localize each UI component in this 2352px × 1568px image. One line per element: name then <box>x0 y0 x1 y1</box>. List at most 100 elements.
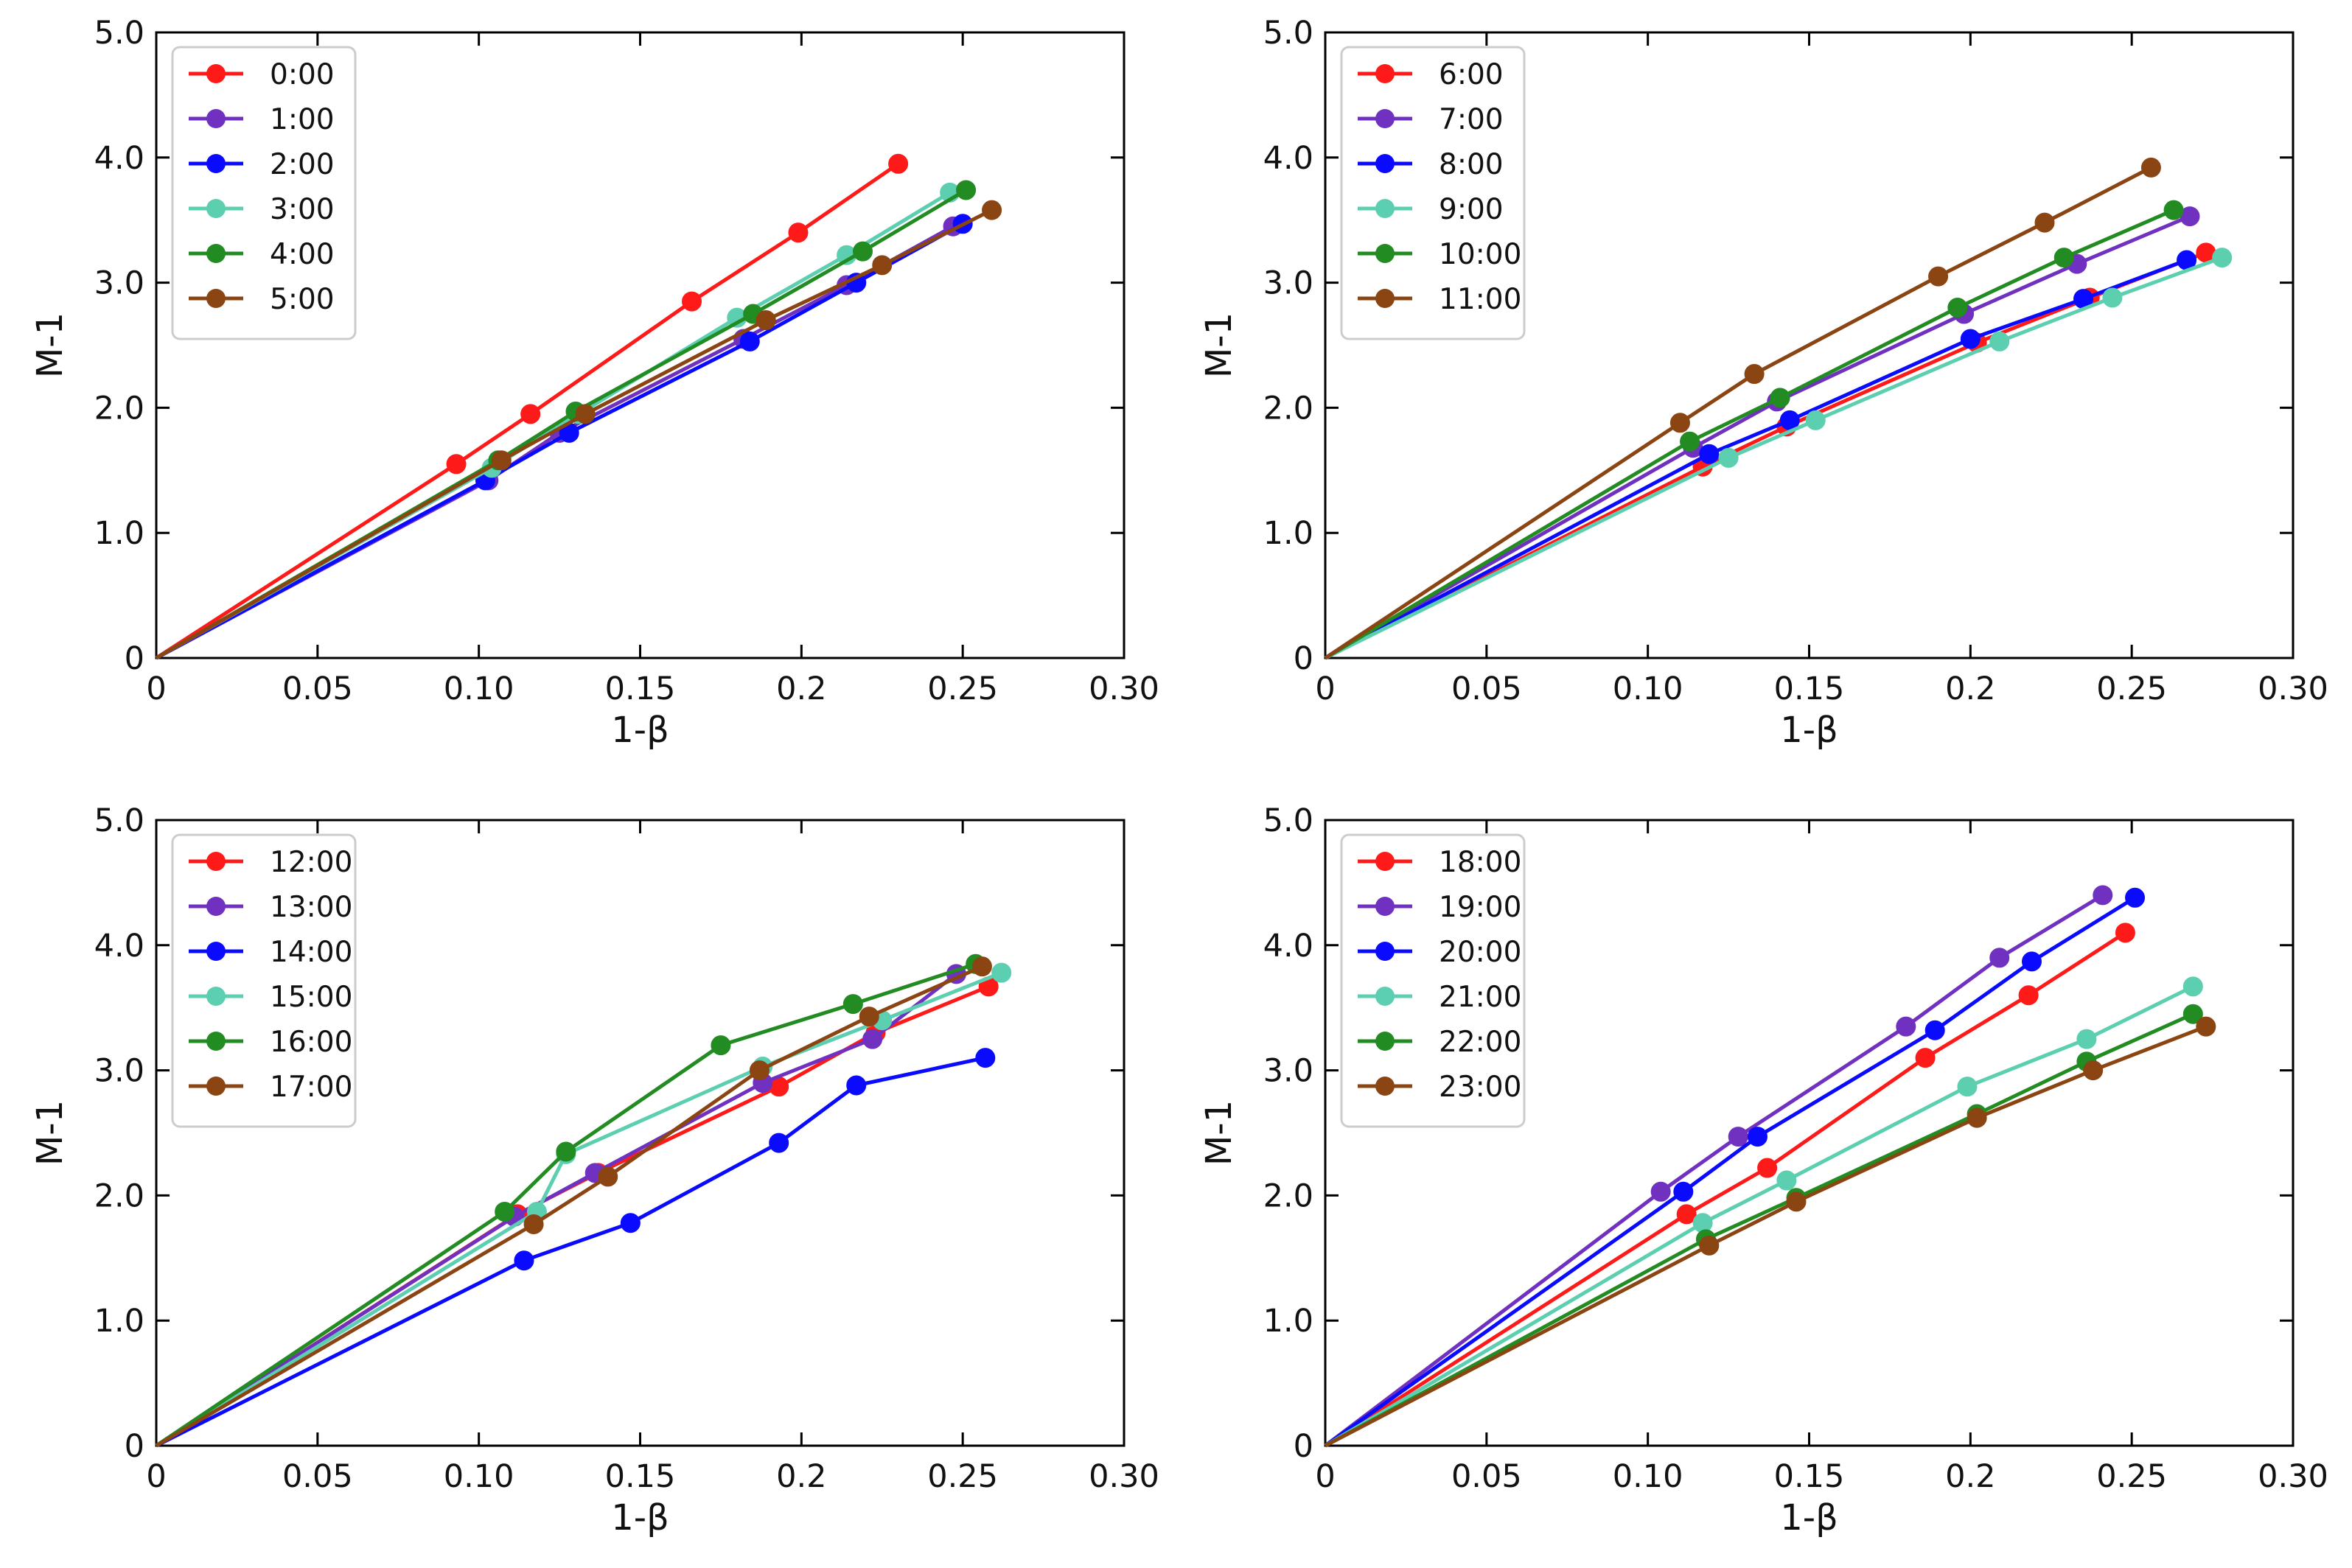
y-axis-label: M-1 <box>1198 312 1240 378</box>
data-point <box>491 450 512 471</box>
legend-marker <box>206 852 226 871</box>
legend-label: 6:00 <box>1439 58 1504 91</box>
data-point <box>872 255 893 276</box>
series-line <box>1324 258 2188 660</box>
chart-panel-3: 0 0.05 0.10 0.15 0.2 0.25 0.30 0 1.0 2.0 3.0 4.0 5.0… <box>29 802 1159 1539</box>
x-tick-label: 0 <box>146 1458 166 1495</box>
series-line <box>1324 896 2136 1448</box>
data-point <box>446 454 467 475</box>
x-tick-label: 0.15 <box>1774 1458 1845 1495</box>
y-axis-label: M-1 <box>29 312 71 378</box>
legend-marker <box>206 1077 226 1096</box>
legend-label: 4:00 <box>270 238 335 271</box>
legend-marker <box>206 109 226 128</box>
y-tick-label: 0 <box>1294 1428 1313 1465</box>
legend-marker <box>1375 289 1395 308</box>
data-point <box>1747 1127 1768 1147</box>
legend-label: 3:00 <box>270 193 335 226</box>
legend-label: 5:00 <box>270 283 335 316</box>
data-point <box>1786 1191 1807 1212</box>
x-tick-label: 0.05 <box>282 1458 353 1495</box>
y-tick-label: 3.0 <box>94 265 144 302</box>
data-point <box>1896 1016 1916 1037</box>
series-18:00 <box>1324 923 2135 1448</box>
legend-marker <box>206 987 226 1006</box>
legend-marker <box>1375 942 1395 961</box>
y-tick-label: 1.0 <box>1263 515 1313 552</box>
legend-marker <box>1375 109 1395 128</box>
y-tick-label: 1.0 <box>1263 1303 1313 1340</box>
x-tick-label: 0.30 <box>1089 1458 1159 1495</box>
data-point <box>1915 1048 1936 1068</box>
data-point <box>2018 985 2039 1006</box>
series-line <box>1324 1024 2207 1448</box>
series-20:00 <box>1324 887 2146 1448</box>
data-point <box>859 1007 879 1027</box>
data-point <box>991 962 1012 983</box>
x-tick-label: 0.25 <box>2096 1458 2167 1495</box>
data-point <box>495 1201 515 1222</box>
x-tick-label: 0.10 <box>1613 1458 1683 1495</box>
x-tick-label: 0.05 <box>282 671 353 707</box>
series-8:00 <box>1324 250 2197 660</box>
x-tick-label: 0.2 <box>776 671 826 707</box>
legend-marker <box>1375 64 1395 83</box>
legend-label: 12:00 <box>270 846 352 879</box>
x-tick-label: 0.25 <box>927 1458 998 1495</box>
legend: 6:00 7:00 8:00 9:00 10:00 11:00 <box>1340 46 1526 340</box>
y-tick-label: 3.0 <box>1263 265 1313 302</box>
legend-label: 21:00 <box>1439 981 1521 1014</box>
x-tick-label: 0.2 <box>776 1458 826 1495</box>
data-point <box>1776 1170 1797 1191</box>
data-point <box>1928 266 1949 287</box>
y-tick-label: 5.0 <box>94 802 144 839</box>
series-line <box>1324 256 2223 660</box>
series-line <box>1324 166 2152 660</box>
data-point <box>575 404 596 424</box>
legend-marker <box>1375 1032 1395 1051</box>
legend-marker <box>206 897 226 916</box>
legend-label: 23:00 <box>1439 1071 1521 1104</box>
data-point <box>2212 248 2233 268</box>
data-point <box>2102 287 2123 308</box>
legend-marker <box>206 199 226 218</box>
data-point <box>1699 444 1720 464</box>
y-tick-label: 4.0 <box>94 928 144 965</box>
legend-marker <box>206 942 226 961</box>
data-point <box>1989 948 2010 968</box>
legend-marker <box>1375 852 1395 871</box>
legend-label: 2:00 <box>270 148 335 181</box>
legend-marker <box>1375 987 1395 1006</box>
x-tick-label: 0.15 <box>605 1458 676 1495</box>
x-tick-label: 0.10 <box>444 1458 514 1495</box>
legend-label: 7:00 <box>1439 103 1504 136</box>
x-tick-label: 0.10 <box>444 671 514 707</box>
data-point <box>1957 1077 1978 1097</box>
legend-label: 19:00 <box>1439 891 1521 924</box>
series-17:00 <box>155 956 992 1448</box>
data-point <box>739 331 760 351</box>
x-tick-label: 0 <box>146 671 166 707</box>
series-line <box>155 1056 986 1448</box>
series-0:00 <box>155 153 909 660</box>
data-point <box>2182 1004 2203 1024</box>
x-tick-label: 0.15 <box>1774 671 1845 707</box>
x-tick-label: 0.30 <box>2258 1458 2328 1495</box>
chart-panel-1: 0 0.05 0.10 0.15 0.2 0.25 0.30 0 1.0 2.0 3.0 4.0 5.0… <box>29 15 1159 751</box>
x-tick-label: 0.25 <box>2096 671 2167 707</box>
data-point <box>1676 1204 1697 1225</box>
data-point <box>971 956 992 977</box>
data-point <box>1960 329 1981 349</box>
series-line <box>155 222 964 660</box>
data-point <box>862 1029 883 1049</box>
legend-label: 15:00 <box>270 981 352 1014</box>
legend-marker <box>1375 1077 1395 1096</box>
series-5:00 <box>155 200 1002 660</box>
data-point <box>2182 976 2203 997</box>
data-point <box>1718 447 1739 468</box>
x-tick-label: 0.2 <box>1945 671 1995 707</box>
x-tick-label: 0.10 <box>1613 671 1683 707</box>
y-tick-label: 5.0 <box>1263 802 1313 839</box>
legend-marker <box>206 289 226 308</box>
data-point <box>556 1141 576 1162</box>
